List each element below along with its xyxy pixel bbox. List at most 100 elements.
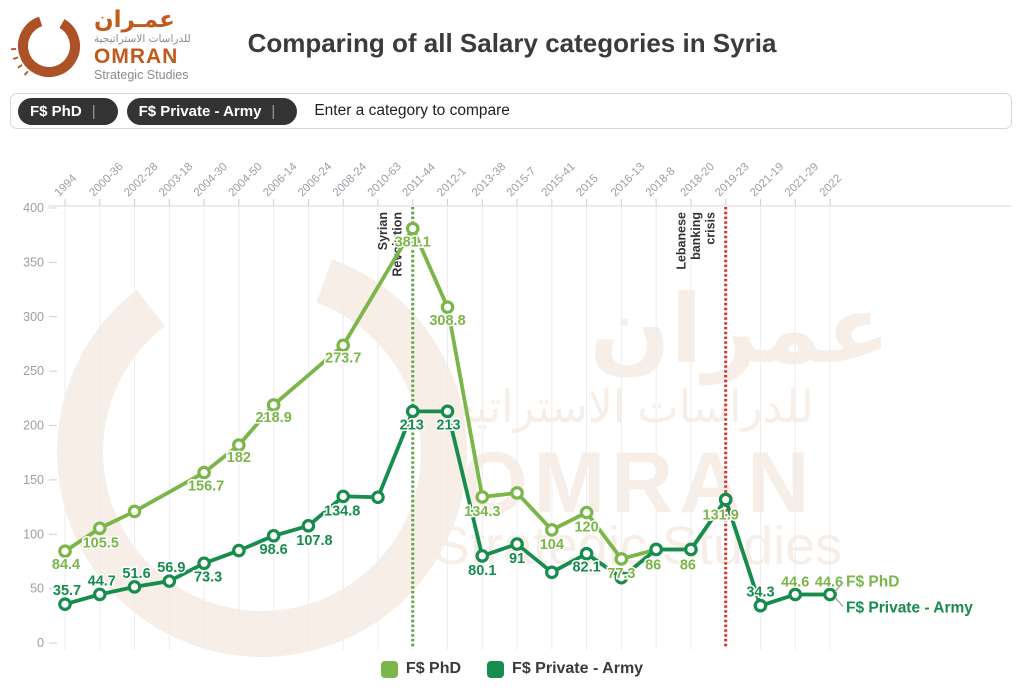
logo-latin-subtitle: Strategic Studies (94, 67, 189, 82)
data-point-marker[interactable] (197, 465, 211, 480)
data-label: 86 (680, 557, 696, 573)
annotation-text: Syrian (376, 212, 390, 250)
watermark-logo-arc (57, 247, 467, 657)
y-axis-label: 400 (23, 201, 44, 215)
data-point-marker[interactable] (579, 505, 594, 520)
data-point-marker[interactable] (579, 546, 594, 561)
x-axis-label: 2010-63 (366, 161, 404, 199)
end-label-connector (834, 597, 844, 607)
data-label: 381.1 (395, 235, 431, 251)
data-label: 80.1 (468, 563, 496, 579)
data-point-marker[interactable] (301, 518, 316, 533)
data-point-marker[interactable] (266, 398, 281, 412)
x-axis-label: 2003-18 (157, 161, 195, 199)
x-axis-label: 1994 (53, 172, 80, 199)
x-axis-label: 2004-30 (192, 161, 230, 199)
omran-logo-mark (11, 15, 80, 77)
data-label: 182 (227, 450, 251, 466)
data-point-marker[interactable] (614, 552, 629, 566)
series-end-label-phd: F$ PhD (846, 573, 899, 590)
filter-chip-phd[interactable]: F$ PhD | (18, 97, 118, 125)
data-point-marker[interactable] (336, 489, 350, 504)
data-point-marker[interactable] (58, 597, 72, 611)
y-axis-label: 300 (23, 310, 44, 324)
data-label: 91 (509, 551, 525, 567)
y-axis-label: 50 (30, 582, 44, 596)
x-axis-label: 2018-8 (644, 165, 678, 199)
category-compare-input[interactable]: F$ PhD | F$ Private - Army | Enter a cat… (10, 93, 1012, 129)
data-label: 105.5 (83, 535, 119, 551)
data-point-marker[interactable] (510, 486, 524, 500)
y-axis-label: 100 (23, 527, 44, 541)
data-point-marker[interactable] (127, 580, 142, 594)
data-label: 34.3 (746, 585, 774, 601)
data-point-marker[interactable] (266, 528, 281, 543)
x-axis-label: 2016-13 (609, 161, 647, 199)
data-label: 120 (574, 520, 598, 536)
logo-arabic-name: عمـران (94, 7, 175, 34)
page-title: Comparing of all Salary categories in Sy… (247, 28, 777, 58)
x-axis-label: 2013-38 (470, 161, 508, 199)
x-axis-label: 2015-7 (505, 165, 539, 199)
x-axis-label: 2006-24 (296, 160, 335, 199)
data-label: 134.8 (324, 503, 360, 519)
data-point-marker[interactable] (197, 556, 211, 571)
watermark-text: OMRAN (461, 435, 816, 531)
data-point-marker[interactable] (440, 404, 455, 419)
x-axis-label: 2000-36 (87, 161, 125, 199)
data-point-marker[interactable] (371, 490, 385, 505)
filter-chip-private-army[interactable]: F$ Private - Army | (126, 97, 298, 125)
compare-input-placeholder: Enter a category to compare (314, 102, 510, 119)
data-label: 44.6 (815, 574, 843, 590)
data-label: 213 (400, 417, 424, 433)
legend-item-phd[interactable]: F$ PhD (380, 660, 461, 678)
data-label: 273.7 (325, 350, 361, 366)
annotation-text: banking (689, 212, 703, 260)
data-point-marker[interactable] (475, 490, 490, 504)
data-point-marker[interactable] (788, 587, 803, 602)
annotation-text: crisis (704, 212, 718, 245)
series-end-label-private-army: F$ Private - Army (846, 599, 973, 616)
data-point-marker[interactable] (405, 221, 420, 236)
data-point-marker[interactable] (823, 587, 837, 602)
chart-legend: F$ PhD F$ Private - Army (0, 660, 1024, 678)
data-point-marker[interactable] (614, 570, 629, 585)
data-label: 82.1 (572, 560, 600, 576)
data-point-marker[interactable] (510, 537, 524, 551)
data-point-marker[interactable] (58, 544, 72, 559)
data-point-marker[interactable] (545, 523, 559, 537)
watermark-text: عمران (589, 277, 890, 385)
data-point-marker[interactable] (92, 587, 107, 602)
data-label: 218.9 (255, 410, 291, 426)
data-point-marker[interactable] (753, 598, 768, 613)
data-label: 84.4 (52, 557, 80, 573)
x-axis-label: 2019-23 (713, 161, 751, 199)
x-axis-label: 2021-29 (783, 161, 821, 199)
data-label: 35.7 (53, 583, 81, 599)
y-axis-label: 200 (23, 419, 44, 433)
logo-latin-name: OMRAN (94, 45, 179, 69)
data-point-marker[interactable] (162, 574, 177, 588)
x-axis-label: 2015-41 (539, 161, 577, 199)
data-point-marker[interactable] (336, 338, 350, 353)
y-axis-label: 0 (37, 636, 44, 650)
logo-arabic-subtitle: للدراسات الاستراتيجية (94, 33, 191, 46)
data-point-marker[interactable] (649, 542, 663, 557)
data-point-marker[interactable] (545, 565, 559, 580)
data-point-marker[interactable] (405, 404, 420, 419)
data-point-marker[interactable] (127, 504, 142, 519)
x-axis-label: 2018-20 (679, 161, 717, 199)
legend-item-private-army[interactable]: F$ Private - Army (487, 660, 643, 678)
data-point-marker[interactable] (718, 492, 733, 507)
data-point-marker[interactable] (684, 542, 698, 557)
data-label: 51.6 (122, 566, 150, 582)
data-point-marker[interactable] (440, 300, 455, 314)
data-point-marker[interactable] (92, 521, 107, 536)
data-point-marker[interactable] (232, 543, 246, 558)
data-point-marker[interactable] (475, 549, 490, 563)
legend-label-private-army: F$ Private - Army (512, 660, 644, 677)
legend-swatch-private-army (487, 660, 505, 678)
data-point-marker[interactable] (232, 438, 246, 452)
x-axis-label: 2011-44 (400, 161, 438, 199)
